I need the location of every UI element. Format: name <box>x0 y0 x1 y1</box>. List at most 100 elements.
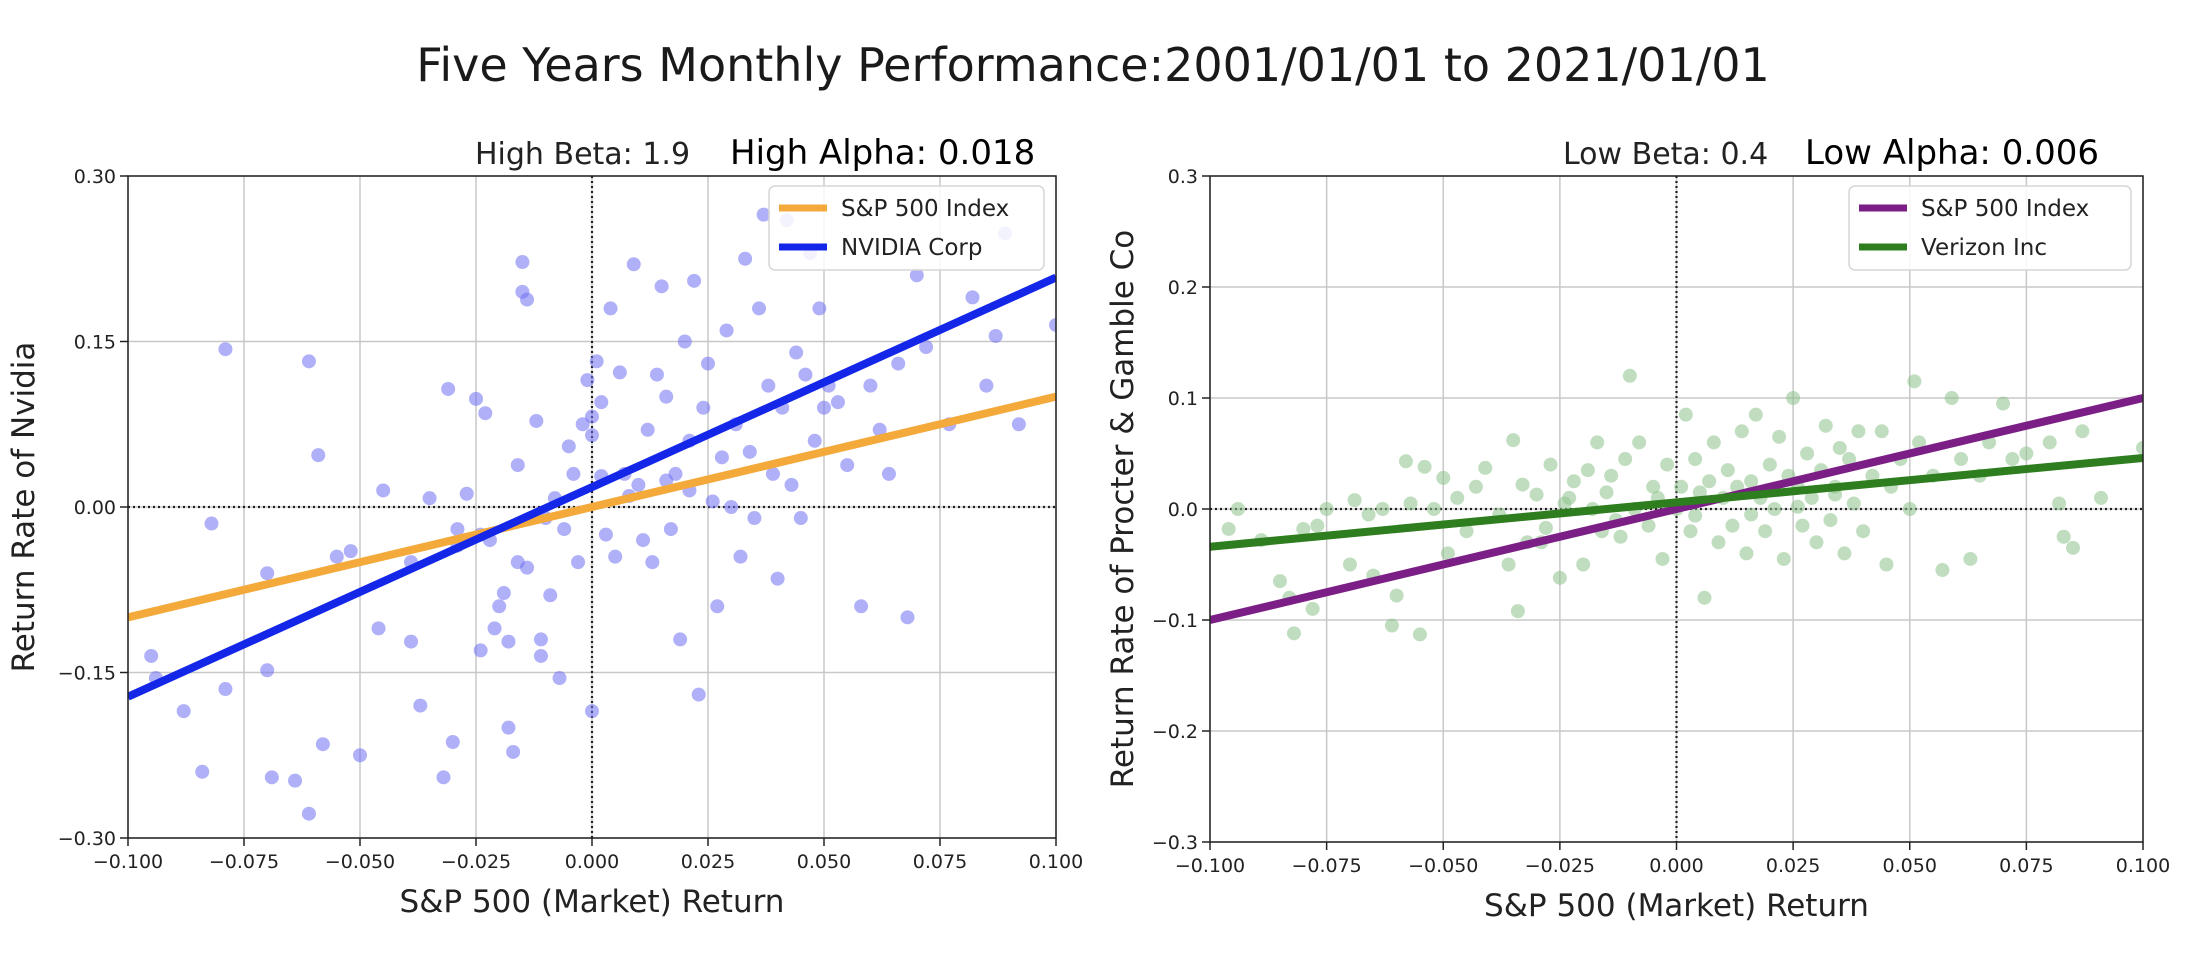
y-tick-label: −0.3 <box>1152 832 1198 854</box>
x-tick-label: 0.000 <box>565 851 619 873</box>
data-point <box>988 328 1003 343</box>
data-point <box>1011 417 1026 432</box>
data-point <box>900 610 915 625</box>
y-tick-label: −0.30 <box>58 828 116 850</box>
x-tick-label: 0.050 <box>797 851 851 873</box>
data-point <box>1576 557 1591 572</box>
data-point <box>260 663 275 678</box>
data-point <box>747 511 762 526</box>
data-point <box>1832 440 1847 455</box>
data-point <box>626 257 641 272</box>
data-point <box>673 632 688 647</box>
data-point <box>1342 557 1357 572</box>
data-point <box>487 621 502 636</box>
data-point <box>2136 440 2143 455</box>
data-point <box>589 354 604 369</box>
data-point <box>1450 490 1465 505</box>
data-point <box>701 356 715 371</box>
data-point <box>793 511 808 526</box>
data-point <box>515 255 530 270</box>
y-tick-label: −0.15 <box>58 663 116 685</box>
data-point <box>176 704 191 719</box>
data-point <box>1310 518 1325 533</box>
data-point <box>1944 391 1959 405</box>
data-point <box>1655 551 1670 566</box>
data-point <box>144 648 159 663</box>
data-point <box>636 533 651 548</box>
data-point <box>612 365 627 380</box>
data-point <box>1501 557 1516 572</box>
x-tick-label: −0.100 <box>1175 855 1245 877</box>
x-tick-label: −0.050 <box>1408 855 1478 877</box>
data-point <box>1618 452 1633 467</box>
data-point <box>2094 490 2109 505</box>
data-point <box>1305 601 1320 616</box>
data-point <box>1436 470 1451 485</box>
data-point <box>687 273 702 288</box>
x-tick-label: −0.050 <box>325 851 395 873</box>
data-point <box>1678 407 1693 422</box>
data-point <box>1963 551 1978 566</box>
data-point <box>1786 391 1801 405</box>
data-point <box>1417 459 1432 474</box>
data-point <box>830 395 845 410</box>
series-line-1 <box>1210 453 2143 551</box>
data-point <box>654 279 669 294</box>
data-point <box>1846 496 1861 511</box>
data-point <box>450 522 465 537</box>
data-point <box>459 486 474 501</box>
data-point <box>1795 518 1810 533</box>
data-point <box>1529 487 1544 502</box>
data-point <box>571 555 586 570</box>
data-point <box>436 770 451 785</box>
data-point <box>1459 524 1474 539</box>
data-point <box>1049 317 1056 332</box>
data-point <box>1804 490 1819 505</box>
data-point <box>631 477 646 492</box>
data-point <box>1319 502 1334 516</box>
legend-box <box>1848 185 2132 271</box>
data-point <box>659 473 674 488</box>
x-tick-label: 0.100 <box>1029 851 1083 873</box>
x-tick-label: 0.050 <box>1883 855 1937 877</box>
y-axis-label: Return Rate of Procter & Gamble Co <box>1105 230 1141 789</box>
data-points <box>1210 368 2143 642</box>
data-point <box>1478 460 1493 475</box>
data-point <box>659 389 674 404</box>
x-tick-label: −0.025 <box>441 851 511 873</box>
data-point <box>1412 627 1427 642</box>
data-point <box>1744 507 1759 522</box>
data-point <box>1515 477 1530 492</box>
legend: S&P 500 Index Verizon Inc <box>1848 185 2132 271</box>
data-point <box>501 720 516 735</box>
legend-label-1: Verizon Inc <box>1921 235 2047 261</box>
data-point <box>1286 626 1301 641</box>
x-tick-label: 0.025 <box>1766 855 1820 877</box>
y-tick-label: −0.2 <box>1152 721 1198 743</box>
data-point <box>663 522 678 537</box>
legend-box <box>768 185 1045 271</box>
data-point <box>510 458 525 473</box>
data-point <box>1856 524 1871 539</box>
data-point <box>1720 463 1735 478</box>
data-point <box>1744 474 1759 489</box>
data-point <box>645 555 660 570</box>
data-point <box>218 342 233 357</box>
data-point <box>543 588 558 603</box>
data-point <box>872 422 887 437</box>
data-point <box>1347 493 1362 508</box>
x-tick-label: −0.100 <box>93 851 163 873</box>
data-point <box>1538 520 1553 535</box>
data-point <box>520 292 535 307</box>
data-point <box>1823 513 1838 528</box>
data-point <box>1468 479 1483 494</box>
data-point <box>1375 502 1390 516</box>
alpha-label: Low Alpha: 0.006 <box>1805 133 2099 173</box>
data-point <box>311 448 326 463</box>
x-axis-label: S&P 500 (Market) Return <box>400 884 785 920</box>
data-point <box>863 378 878 393</box>
data-point <box>1426 502 1441 516</box>
